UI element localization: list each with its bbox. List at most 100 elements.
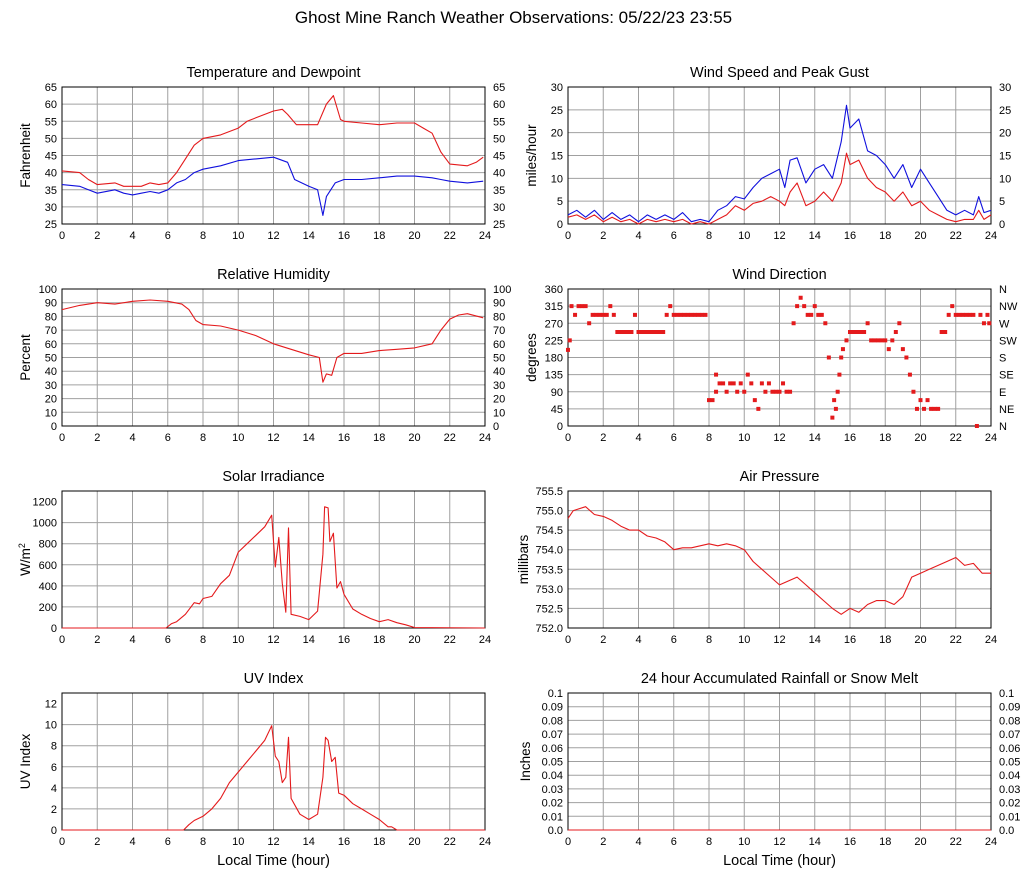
- y-tick-label: 315: [545, 301, 563, 313]
- y-tick-label: 25: [45, 219, 57, 231]
- y-tick-label-right: 90: [493, 298, 505, 310]
- x-tick-label: 20: [408, 836, 420, 848]
- x-tick-label: 24: [985, 230, 997, 242]
- data-point: [835, 389, 840, 394]
- x-tick-label: 20: [408, 634, 420, 646]
- y-axis-label: UV Index: [18, 733, 33, 789]
- y-tick-label: 25: [551, 105, 563, 117]
- x-tick-label: 2: [94, 432, 100, 444]
- x-tick-label: 8: [200, 230, 206, 242]
- y-tick-label: 12: [45, 699, 57, 711]
- plot-frame: [61, 490, 486, 629]
- x-tick-label: 18: [879, 230, 891, 242]
- y-tick-label: 0.06: [542, 743, 563, 755]
- chart-rainfall: 24 hour Accumulated Rainfall or Snow Mel…: [518, 671, 1020, 869]
- data-point: [640, 330, 645, 335]
- x-tick-label: 24: [479, 230, 491, 242]
- y-tick-label-right: 70: [493, 325, 505, 337]
- y-tick-label-right: 45: [493, 151, 505, 163]
- y-tick-label-right: 20: [493, 394, 505, 406]
- x-tick-label: 16: [844, 230, 856, 242]
- x-tick-label: 24: [985, 432, 997, 444]
- data-point: [851, 330, 856, 335]
- y-tick-label: 0.07: [542, 729, 563, 741]
- x-tick-label: 24: [985, 634, 997, 646]
- x-tick-label: 12: [773, 836, 785, 848]
- x-tick-label: 12: [773, 230, 785, 242]
- data-point: [625, 330, 630, 335]
- data-point: [978, 312, 983, 317]
- x-tick-label: 22: [950, 432, 962, 444]
- data-point: [862, 330, 867, 335]
- x-tick-label: 22: [444, 634, 456, 646]
- y-tick-label: 0.0: [548, 825, 563, 837]
- x-tick-label: 18: [373, 836, 385, 848]
- x-tick-label: 2: [600, 432, 606, 444]
- data-point: [668, 304, 673, 309]
- y-tick-label-right: NW: [999, 301, 1018, 313]
- y-tick-label-right: 0.03: [999, 784, 1020, 796]
- data-point: [784, 389, 789, 394]
- y-tick-label-right: 5: [999, 196, 1005, 208]
- plot-frame: [567, 490, 992, 629]
- y-tick-label: 50: [45, 353, 57, 365]
- y-tick-label: 753.5: [535, 564, 563, 576]
- data-point: [773, 389, 778, 394]
- y-tick-label-right: 0.01: [999, 811, 1020, 823]
- x-tick-label: 10: [232, 432, 244, 444]
- y-tick-label: 80: [45, 311, 57, 323]
- data-point: [781, 381, 786, 386]
- x-tick-label: 24: [479, 634, 491, 646]
- y-axis-label: millibars: [516, 535, 531, 585]
- data-point: [967, 312, 972, 317]
- x-tick-label: 6: [165, 634, 171, 646]
- data-point: [848, 330, 852, 335]
- x-tick-label: 0: [59, 432, 65, 444]
- y-tick-label-right: 15: [999, 151, 1011, 163]
- data-point: [900, 347, 905, 352]
- data-point: [795, 304, 800, 309]
- data-point: [876, 338, 881, 343]
- x-tick-label: 10: [738, 432, 750, 444]
- y-tick-label-right: 0: [999, 219, 1005, 231]
- data-point: [632, 312, 637, 317]
- x-tick-label: 18: [373, 634, 385, 646]
- x-tick-label: 22: [444, 836, 456, 848]
- data-point: [886, 347, 891, 352]
- x-tick-label: 16: [844, 836, 856, 848]
- y-tick-label: 180: [545, 353, 563, 365]
- x-tick-label: 6: [165, 230, 171, 242]
- plot-frame: [567, 288, 992, 427]
- data-point: [907, 372, 912, 377]
- x-tick-label: 0: [59, 836, 65, 848]
- data-point: [604, 312, 609, 317]
- data-point: [879, 338, 884, 343]
- y-tick-label-right: 35: [493, 185, 505, 197]
- x-tick-label: 6: [671, 432, 677, 444]
- data-point: [611, 312, 616, 317]
- data-point: [819, 312, 824, 317]
- y-tick-label-right: 0.02: [999, 798, 1020, 810]
- data-point: [798, 295, 803, 300]
- x-tick-label: 10: [232, 230, 244, 242]
- series-line: [567, 104, 992, 223]
- data-point: [752, 398, 757, 403]
- y-tick-label: 0: [557, 219, 563, 231]
- data-point: [812, 304, 817, 309]
- data-point: [981, 321, 986, 326]
- x-tick-label: 8: [706, 836, 712, 848]
- chart-title: Air Pressure: [740, 469, 820, 485]
- data-point: [724, 389, 729, 394]
- y-tick-label: 15: [551, 151, 563, 163]
- x-tick-label: 6: [671, 230, 677, 242]
- plot-frame: [567, 86, 992, 225]
- x-tick-label: 6: [165, 836, 171, 848]
- chart-title: Relative Humidity: [217, 267, 331, 283]
- data-point: [696, 312, 701, 317]
- y-tick-label: 0: [51, 421, 57, 433]
- data-point: [960, 312, 965, 317]
- plot-frame: [61, 692, 486, 831]
- data-point: [763, 389, 768, 394]
- x-tick-label: 12: [773, 432, 785, 444]
